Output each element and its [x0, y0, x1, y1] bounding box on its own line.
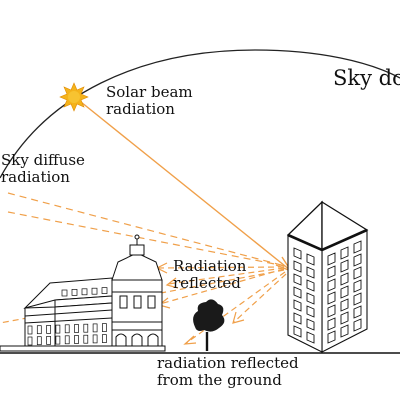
church-window: [64, 335, 70, 345]
sky-diffuse-rays: [7, 192, 286, 267]
sky-diffuse-label-line-1: Sky diffuse: [1, 151, 85, 169]
tower-window: [353, 253, 362, 267]
tower-window: [293, 312, 302, 325]
tower-window: [353, 279, 362, 293]
tower-window: [327, 304, 336, 318]
tower-left-face: [287, 234, 323, 353]
tower-window: [293, 273, 302, 286]
church-window: [83, 323, 89, 333]
tower-window: [353, 305, 362, 319]
tower-window: [327, 252, 336, 266]
sky-dome-arc: [0, 49, 400, 179]
tower-window: [340, 272, 349, 286]
arrowhead-4: [183, 335, 197, 345]
church-window: [92, 323, 98, 333]
reflected-arrowheads: [155, 262, 245, 345]
tower-window: [306, 279, 315, 292]
radiation-reflected-label-line-1: Radiation: [173, 257, 247, 275]
church-lantern: [129, 244, 145, 256]
tower-window: [340, 285, 349, 299]
arrowhead-5: [232, 311, 245, 324]
tower-windows: [293, 240, 362, 344]
radiation-reflected-label-line-2: reflected: [173, 274, 241, 292]
tower-window: [327, 317, 336, 331]
reflected-ray-6: [233, 273, 287, 323]
church-dormer-window: [61, 289, 68, 297]
church-tower-roof: [111, 252, 163, 281]
tower-window: [353, 266, 362, 280]
tower-window: [306, 266, 315, 279]
tower-window: [306, 331, 315, 344]
tower-window: [293, 325, 302, 338]
solar-beam-label-line-2: radiation: [106, 100, 175, 118]
tower-window: [306, 292, 315, 305]
tower-window: [293, 299, 302, 312]
sky-diffuse-label: Sky diffuse radiation: [1, 152, 85, 186]
church-window: [46, 336, 51, 345]
church-window: [36, 325, 42, 335]
church-dormer-window: [81, 288, 88, 296]
tower-window: [353, 292, 362, 306]
church-building: [0, 234, 166, 352]
sun-icon: [59, 82, 89, 112]
sky-dome-label: Sky dom: [333, 66, 400, 90]
sky-diffuse-label-line-2: radiation: [1, 168, 70, 186]
church-window: [27, 336, 33, 346]
tower-window: [327, 265, 336, 279]
tower-window: [306, 318, 315, 331]
tower-window: [293, 247, 302, 260]
church-window: [102, 323, 107, 332]
tower-window: [293, 286, 302, 299]
church-window: [102, 334, 107, 343]
church-window: [27, 325, 33, 335]
tower-window: [327, 330, 336, 344]
tower-window: [340, 298, 349, 312]
church-dormer-window: [101, 287, 108, 294]
church-dormer-window: [91, 287, 98, 295]
church-window: [92, 334, 98, 344]
tower-window: [353, 318, 362, 332]
tower-window: [340, 259, 349, 273]
tower-window: [353, 240, 362, 254]
tower-window: [293, 260, 302, 273]
reflected-ray-3: [159, 268, 285, 305]
church-window: [55, 335, 61, 345]
church-windows: [27, 287, 108, 346]
tower-window: [327, 278, 336, 292]
ground-reflected-label: radiation reflected from the ground: [157, 355, 299, 389]
radiation-reflected-label: Radiation reflected: [173, 258, 246, 292]
church-window: [36, 336, 42, 346]
tower-roof-edge: [287, 228, 368, 252]
reflected-ray-5: [184, 271, 286, 345]
ground-reflected-label-line-2: from the ground: [157, 371, 282, 389]
church-dormer-window: [71, 289, 78, 296]
tower-window: [340, 311, 349, 325]
solar-beam-label: Solar beam radiation: [106, 84, 193, 118]
solar-beam-label-line-1: Solar beam: [106, 83, 193, 101]
tower-window: [340, 324, 349, 338]
church-window: [55, 324, 61, 334]
diffuse-ray-1: [7, 192, 286, 267]
tower-window: [327, 291, 336, 305]
church-window: [74, 324, 79, 333]
reflected-ray-1: [157, 266, 285, 269]
tree-icon: [193, 299, 225, 351]
church-window: [46, 325, 51, 334]
arrowhead-2: [165, 277, 179, 289]
church-window: [64, 324, 70, 334]
solar-beam-ray: [75, 97, 291, 271]
church-window: [74, 335, 79, 344]
tower-window: [340, 246, 349, 260]
church-window: [83, 334, 89, 344]
tower-window: [306, 305, 315, 318]
tower-window: [306, 253, 315, 266]
ground-reflected-label-line-1: radiation reflected: [157, 354, 299, 372]
